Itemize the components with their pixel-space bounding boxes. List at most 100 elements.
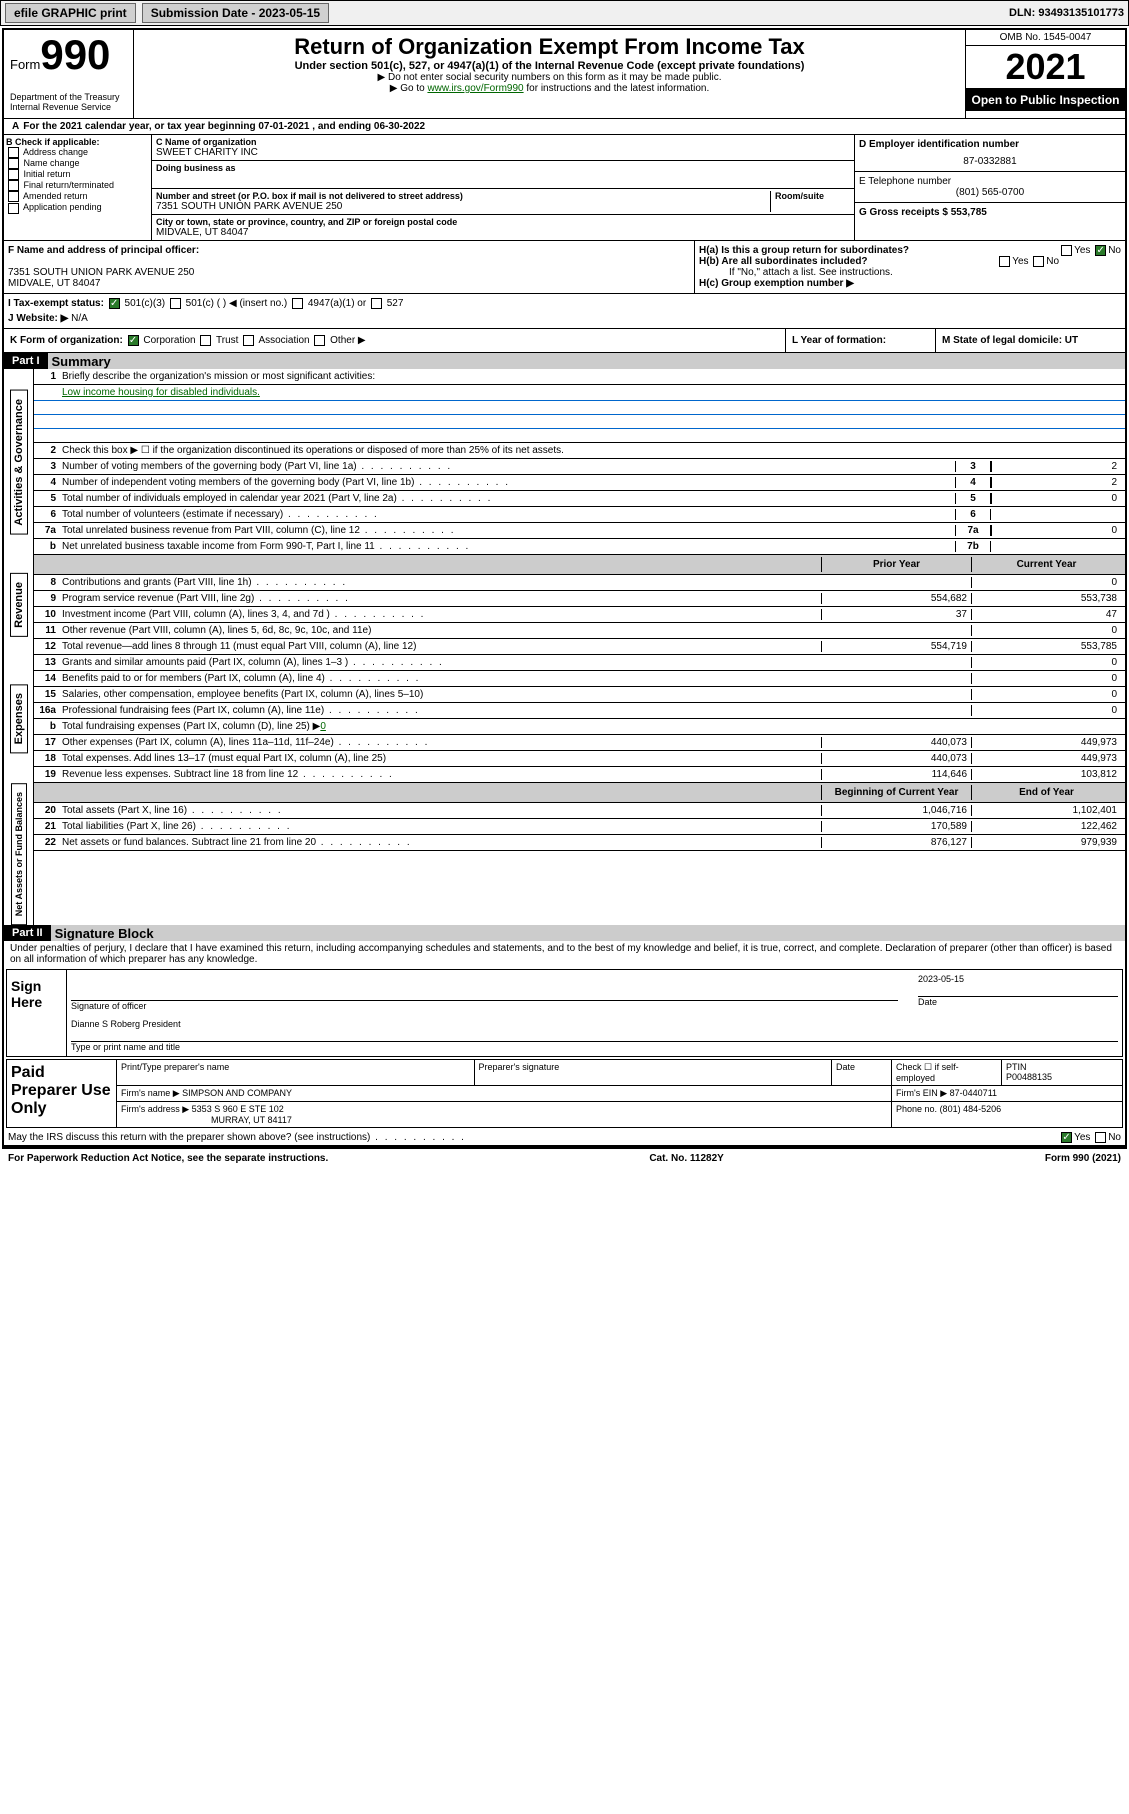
part2-num: Part II — [4, 925, 51, 941]
part1-num: Part I — [4, 353, 48, 369]
line1-label: Briefly describe the organization's miss… — [62, 371, 1121, 382]
part1-header: Part I Summary — [4, 353, 1125, 369]
part1-title: Summary — [52, 354, 111, 369]
form-title: Return of Organization Exempt From Incom… — [138, 34, 961, 60]
part2-title: Signature Block — [55, 926, 154, 941]
line7a: Total unrelated business revenue from Pa… — [62, 525, 955, 536]
section-f: F Name and address of principal officer:… — [4, 241, 695, 293]
form-word: Form — [10, 57, 40, 72]
line17: Other expenses (Part IX, column (A), lin… — [62, 737, 821, 748]
pra-notice: For Paperwork Reduction Act Notice, see … — [8, 1153, 328, 1164]
row-k: K Form of organization: ✓ Corporation Tr… — [4, 329, 785, 352]
line1-value: Low income housing for disabled individu… — [62, 387, 1121, 398]
header-right: OMB No. 1545-0047 2021 Open to Public In… — [965, 30, 1125, 118]
ein: 87-0332881 — [859, 156, 1121, 167]
line18: Total expenses. Add lines 13–17 (must eq… — [62, 753, 821, 764]
section-right: D Employer identification number 87-0332… — [855, 135, 1125, 240]
section-b: B Check if applicable: Address change Na… — [4, 135, 152, 240]
revenue-section: Revenue Prior YearCurrent Year 8Contribu… — [4, 555, 1125, 655]
firm-ein: 87-0440711 — [950, 1088, 997, 1098]
ptin: P00488135 — [1006, 1072, 1052, 1082]
row-m: M State of legal domicile: UT — [935, 329, 1125, 352]
submission-btn[interactable]: Submission Date - 2023-05-15 — [142, 3, 329, 23]
section-c: C Name of organization SWEET CHARITY INC… — [152, 135, 855, 240]
vert-governance: Activities & Governance — [10, 390, 28, 535]
line13: Grants and similar amounts paid (Part IX… — [62, 657, 821, 668]
sig-officer-line: Signature of officer — [71, 1000, 898, 1011]
line14: Benefits paid to or for members (Part IX… — [62, 673, 821, 684]
section-g: G Gross receipts $ 553,785 — [855, 203, 1125, 222]
form-id-block: Form990 Department of the TreasuryIntern… — [4, 30, 134, 118]
part2-header: Part II Signature Block — [4, 925, 1125, 941]
entity-block: B Check if applicable: Address change Na… — [4, 135, 1125, 241]
line11: Other revenue (Part VIII, column (A), li… — [62, 625, 821, 636]
form-number: 990 — [40, 31, 110, 78]
vert-revenue: Revenue — [10, 573, 28, 637]
discuss-row: May the IRS discuss this return with the… — [4, 1130, 1125, 1147]
expenses-section: Expenses 13Grants and similar amounts pa… — [4, 655, 1125, 783]
subtitle-1: Under section 501(c), 527, or 4947(a)(1)… — [138, 60, 961, 72]
sign-here-label: Sign Here — [7, 970, 67, 1056]
city-state-zip: MIDVALE, UT 84047 — [156, 227, 850, 238]
org-name: SWEET CHARITY INC — [156, 147, 850, 158]
omb-number: OMB No. 1545-0047 — [966, 30, 1125, 46]
firm-addr: 5353 S 960 E STE 102 — [192, 1104, 284, 1114]
v5: 0 — [991, 493, 1121, 504]
current-hdr: Current Year — [971, 557, 1121, 572]
dba-block: Doing business as — [152, 161, 854, 189]
firm-name: SIMPSON AND COMPANY — [182, 1088, 292, 1098]
page-footer: For Paperwork Reduction Act Notice, see … — [0, 1151, 1129, 1166]
section-h: H(a) Is this a group return for subordin… — [695, 241, 1125, 293]
top-bar: efile GRAPHIC print Submission Date - 20… — [0, 0, 1129, 26]
section-e: E Telephone number (801) 565-0700 — [855, 172, 1125, 203]
line15: Salaries, other compensation, employee b… — [62, 689, 821, 700]
cat-no: Cat. No. 11282Y — [649, 1153, 723, 1164]
efile-btn[interactable]: efile GRAPHIC print — [5, 3, 136, 23]
subtitle-3: ▶ Go to www.irs.gov/Form990 for instruct… — [138, 83, 961, 94]
irs-link[interactable]: www.irs.gov/Form990 — [427, 83, 523, 94]
form-ref: Form 990 (2021) — [1045, 1153, 1121, 1164]
line9: Program service revenue (Part VIII, line… — [62, 593, 821, 604]
line3: Number of voting members of the governin… — [62, 461, 955, 472]
row-i: I Tax-exempt status: ✓ 501(c)(3) 501(c) … — [8, 298, 1121, 309]
paid-preparer-section: Paid Preparer Use Only Print/Type prepar… — [6, 1059, 1123, 1128]
public-inspection: Open to Public Inspection — [966, 89, 1125, 111]
line6: Total number of volunteers (estimate if … — [62, 509, 955, 520]
penalty-text: Under penalties of perjury, I declare th… — [4, 941, 1125, 967]
form-header: Form990 Department of the TreasuryIntern… — [4, 30, 1125, 119]
tax-year: 2021 — [966, 46, 1125, 89]
line7b: Net unrelated business taxable income fr… — [62, 541, 955, 552]
line5: Total number of individuals employed in … — [62, 493, 955, 504]
boy-hdr: Beginning of Current Year — [821, 785, 971, 800]
prior-hdr: Prior Year — [821, 557, 971, 572]
line20: Total assets (Part X, line 16) — [62, 805, 821, 816]
v7a: 0 — [991, 525, 1121, 536]
street-address: 7351 SOUTH UNION PARK AVENUE 250 — [156, 201, 770, 212]
vert-netassets: Net Assets or Fund Balances — [11, 783, 27, 925]
f-h-block: F Name and address of principal officer:… — [4, 241, 1125, 294]
title-block: Return of Organization Exempt From Incom… — [134, 30, 965, 118]
line16a: Professional fundraising fees (Part IX, … — [62, 705, 821, 716]
org-name-block: C Name of organization SWEET CHARITY INC — [152, 135, 854, 161]
paid-label: Paid Preparer Use Only — [7, 1060, 117, 1127]
netassets-section: Net Assets or Fund Balances Beginning of… — [4, 783, 1125, 925]
row-a: A For the 2021 calendar year, or tax yea… — [4, 119, 1125, 135]
governance-section: Activities & Governance 1Briefly describ… — [4, 369, 1125, 555]
phone: (801) 565-0700 — [859, 187, 1121, 198]
subtitle-2: ▶ Do not enter social security numbers o… — [138, 72, 961, 83]
v3: 2 — [991, 461, 1121, 472]
line4: Number of independent voting members of … — [62, 477, 955, 488]
addr-block: Number and street (or P.O. box if mail i… — [152, 189, 854, 215]
sign-date: 2023-05-15 — [918, 974, 1118, 984]
line21: Total liabilities (Part X, line 26) — [62, 821, 821, 832]
form-container: Form990 Department of the TreasuryIntern… — [2, 28, 1127, 1149]
dept-label: Department of the TreasuryInternal Reven… — [10, 92, 127, 112]
row-k-l-m: K Form of organization: ✓ Corporation Tr… — [4, 329, 1125, 353]
line16b: Total fundraising expenses (Part IX, col… — [62, 721, 821, 732]
sign-section: Sign Here Signature of officer 2023-05-1… — [6, 969, 1123, 1057]
line10: Investment income (Part VIII, column (A)… — [62, 609, 821, 620]
officer-addr: 7351 SOUTH UNION PARK AVENUE 250MIDVALE,… — [8, 267, 194, 289]
row-l: L Year of formation: — [785, 329, 935, 352]
row-i-j: I Tax-exempt status: ✓ 501(c)(3) 501(c) … — [4, 294, 1125, 329]
dln: DLN: 93493135101773 — [1009, 7, 1124, 19]
